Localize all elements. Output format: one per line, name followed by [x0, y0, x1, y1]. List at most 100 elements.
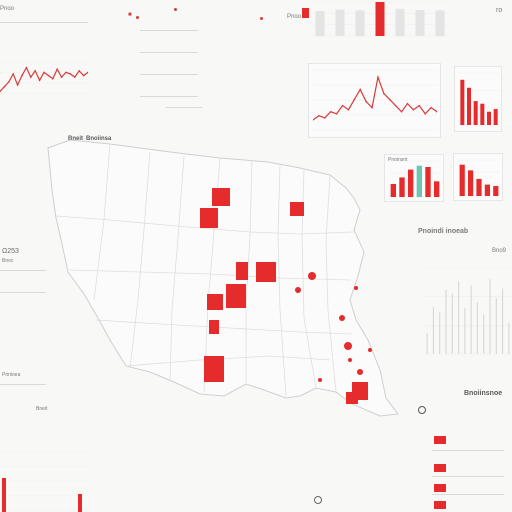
data-point [65, 71, 67, 74]
bar [489, 279, 491, 354]
left-metric-sub: Bnoc [2, 258, 14, 264]
data-point [87, 71, 88, 74]
state-border [55, 215, 355, 235]
bar [445, 289, 447, 354]
legend-rule-2 [432, 476, 504, 477]
data-point [424, 112, 426, 115]
bar [78, 494, 82, 512]
bar [459, 164, 465, 196]
data-point [394, 104, 397, 107]
map-marker [354, 286, 358, 290]
data-point [74, 76, 76, 78]
map-marker [339, 315, 345, 321]
data-point [3, 85, 6, 88]
highlighted-state [236, 262, 248, 280]
upper-middle-rule-1 [140, 30, 198, 31]
highlighted-state [207, 294, 223, 310]
series-line [313, 75, 437, 121]
right-column-chart [424, 267, 512, 355]
bar-chart-top [310, 1, 450, 37]
bar [355, 10, 365, 36]
bottom-left-chart-panel [0, 450, 90, 512]
data-point [78, 69, 80, 72]
data-point [430, 106, 432, 109]
data-point [60, 76, 63, 78]
data-point [38, 79, 41, 82]
header-left-divider [0, 22, 88, 23]
bar [467, 87, 471, 125]
mini-card-title: Pnoinsnt [388, 157, 408, 163]
status-dot-top [260, 17, 263, 20]
data-point [12, 73, 14, 75]
highlighted-state [212, 188, 230, 206]
data-point [335, 112, 338, 115]
data-point [371, 106, 373, 109]
location-pin-icon[interactable] [314, 496, 322, 504]
legend-item-3 [434, 484, 446, 492]
header-left: Pnoo [0, 0, 92, 28]
data-point [30, 76, 32, 78]
state-border [125, 355, 331, 367]
highlighted-state [200, 208, 218, 228]
data-point [56, 68, 58, 71]
bar [415, 9, 425, 36]
map-outline [47, 139, 399, 417]
data-point [377, 76, 379, 79]
map-marker [308, 272, 316, 280]
state-border [277, 163, 287, 397]
data-point [383, 92, 385, 95]
data-point [341, 104, 344, 107]
bar [416, 165, 423, 197]
map-marker [344, 342, 352, 350]
bar [432, 307, 434, 354]
bar [315, 11, 325, 36]
state-border [169, 155, 185, 383]
legend-rule-3 [432, 494, 504, 495]
line-chart-right [313, 69, 437, 131]
left-metric-panel: Ω253 Bnoc [0, 244, 52, 302]
status-dot-a [136, 16, 139, 19]
right-column-chart-panel: Pnoindi inoeab Bno9 [414, 224, 512, 358]
bar [458, 281, 460, 354]
bottom-left-chart [0, 451, 90, 512]
bar [335, 9, 345, 37]
bar [476, 302, 478, 354]
state-border [95, 319, 353, 335]
right-panel-value: Bno9 [492, 248, 507, 254]
data-point [353, 98, 356, 101]
bar [493, 186, 499, 196]
search-icon[interactable] [418, 406, 426, 414]
data-point [318, 115, 320, 117]
bar [467, 170, 474, 196]
bar [407, 169, 414, 197]
line-chart-left [0, 61, 88, 105]
data-point [82, 74, 85, 77]
data-point [313, 119, 314, 121]
bottom-right-panel: Bnoiinsnoe [414, 380, 512, 512]
data-point [388, 98, 391, 101]
data-point [47, 74, 50, 77]
state-border [325, 175, 337, 393]
bar [451, 293, 453, 354]
legend-item-2 [434, 464, 446, 472]
data-point [436, 110, 437, 113]
small-bar-chart [459, 72, 499, 126]
left-metric-value: Ω253 [2, 248, 19, 255]
highlighted-state [290, 202, 304, 216]
right-line-chart-card [308, 63, 441, 138]
right-panel-title: Pnoindi inoeab [418, 228, 469, 235]
data-point [16, 84, 19, 86]
bar [399, 177, 405, 197]
mini-bar-chart-2 [458, 159, 500, 197]
bar [439, 312, 441, 354]
bar [487, 111, 491, 125]
left-footer-label: Pnnioea [2, 372, 21, 378]
top-left-chart-panel [0, 24, 88, 108]
state-border [129, 151, 151, 369]
bar [484, 184, 491, 196]
highlighted-state [209, 320, 219, 334]
left-footer-label-2: Bneit [36, 406, 48, 412]
data-point [347, 108, 350, 111]
highlighted-state [204, 356, 224, 382]
